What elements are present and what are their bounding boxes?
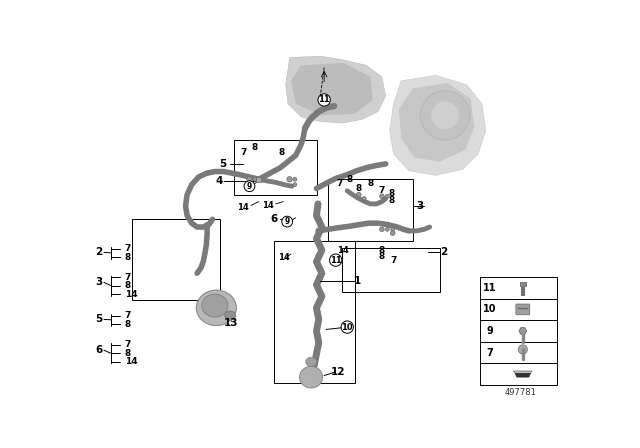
Circle shape [282,216,292,227]
Circle shape [385,228,389,231]
Bar [481,320,557,342]
Text: 6: 6 [95,345,102,355]
Circle shape [318,94,330,106]
Circle shape [380,227,384,232]
Text: 8: 8 [278,148,285,157]
Text: 497781: 497781 [504,388,536,397]
Text: 8: 8 [379,252,385,261]
Text: 2: 2 [440,247,447,258]
Text: 8: 8 [367,179,374,188]
Ellipse shape [202,294,228,317]
Text: 9: 9 [486,326,493,336]
Text: 5: 5 [219,159,227,169]
Text: 8: 8 [379,246,385,254]
Polygon shape [513,371,532,373]
Text: 10: 10 [341,323,353,332]
Bar [481,363,557,385]
Text: 7: 7 [125,244,131,253]
Text: 7: 7 [379,185,385,194]
Text: 6: 6 [271,214,278,224]
Text: 8: 8 [125,349,131,358]
Bar [520,282,526,286]
Text: 7: 7 [486,348,493,358]
Text: 7: 7 [125,272,131,281]
Text: 14: 14 [278,253,289,263]
Circle shape [362,197,366,200]
Ellipse shape [225,311,236,320]
Circle shape [293,183,297,186]
Circle shape [420,91,470,140]
Polygon shape [390,75,486,176]
Circle shape [391,228,395,231]
Bar [481,277,557,299]
Polygon shape [291,63,372,116]
Text: 7: 7 [390,256,397,265]
Text: 5: 5 [95,314,102,324]
Bar [481,342,557,363]
Text: 12: 12 [331,367,345,377]
Text: 14: 14 [262,201,274,210]
Text: 8: 8 [388,196,395,205]
Circle shape [253,177,257,181]
Text: 11: 11 [330,256,342,265]
Circle shape [380,194,384,198]
Text: 3: 3 [417,201,424,211]
Bar [257,177,261,181]
Circle shape [293,177,297,181]
Text: 14: 14 [125,357,138,366]
Bar [481,299,557,320]
Circle shape [431,102,459,129]
Text: 7: 7 [337,179,343,188]
Polygon shape [399,83,474,162]
Ellipse shape [300,366,323,388]
Text: 14: 14 [337,246,349,254]
Circle shape [341,321,353,333]
Text: 11: 11 [483,283,497,293]
Text: 7: 7 [240,148,246,157]
Bar [132,220,220,300]
Text: 3: 3 [95,277,102,288]
Bar [328,179,413,241]
Circle shape [244,181,255,192]
Text: 2: 2 [95,247,102,258]
Text: 10: 10 [483,304,497,314]
Text: 9: 9 [285,217,290,226]
Text: 8: 8 [125,319,131,328]
Text: 7: 7 [125,340,131,349]
Circle shape [356,192,361,197]
Text: 9: 9 [247,182,252,191]
Circle shape [385,194,389,198]
Bar [342,248,440,292]
Text: 1: 1 [354,276,361,286]
Circle shape [287,177,292,182]
Circle shape [390,231,395,236]
Bar [274,241,355,383]
Text: 8: 8 [346,175,353,184]
FancyBboxPatch shape [516,304,530,315]
Ellipse shape [306,357,316,366]
Text: 7: 7 [125,311,131,320]
Bar [234,140,317,195]
Text: 14: 14 [125,289,138,298]
Text: 13: 13 [224,318,238,328]
Text: 8: 8 [356,184,362,193]
Text: 8: 8 [252,143,258,152]
Polygon shape [285,56,386,123]
Text: 8: 8 [125,253,131,262]
Text: 4: 4 [215,176,223,186]
Polygon shape [519,327,527,334]
Ellipse shape [196,290,236,326]
Polygon shape [515,373,531,377]
Circle shape [330,254,342,266]
Circle shape [247,177,252,182]
Text: 8: 8 [125,281,131,290]
Circle shape [518,345,527,354]
Text: 8: 8 [388,190,395,198]
Text: 14: 14 [237,203,249,212]
Text: 11: 11 [318,95,330,104]
